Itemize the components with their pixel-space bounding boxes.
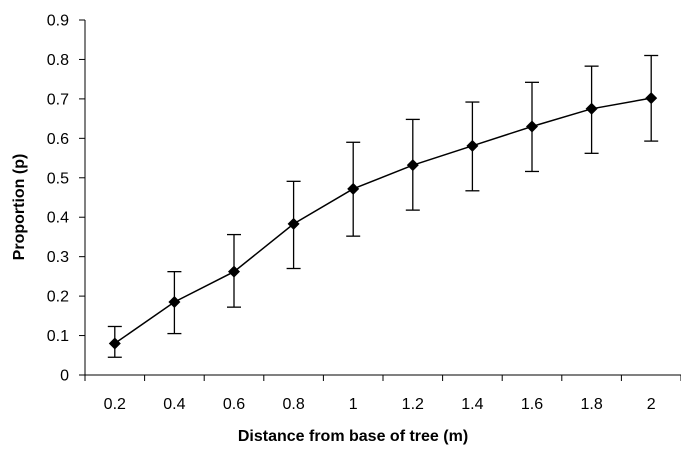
y-tick-label: 0.4 (47, 210, 69, 227)
data-point (645, 92, 658, 105)
x-tick-label: 1.4 (461, 396, 483, 413)
x-tick-label: 1 (349, 396, 358, 413)
y-tick-label: 0.3 (47, 249, 69, 266)
plot-area: 00.10.20.30.40.50.60.70.80.9 0.2 0.4 0.6 0.… (47, 13, 681, 413)
y-tick-label: 0.9 (47, 13, 69, 30)
data-markers (108, 92, 658, 350)
data-point (228, 265, 240, 278)
y-tick-label: 0.8 (47, 52, 69, 69)
y-tick-label: 0 (60, 368, 69, 385)
x-tick-label: 0.4 (163, 396, 185, 413)
data-point (585, 102, 598, 115)
y-tick-label: 0.6 (47, 131, 69, 148)
x-tick-label: 1.2 (402, 396, 424, 413)
data-point (287, 217, 300, 230)
x-axis-title: Distance from base of tree (m) (238, 428, 468, 445)
x-tick-label: 2 (647, 396, 656, 413)
data-point (466, 139, 479, 152)
y-axis-title: Proportion (p) (11, 154, 28, 261)
x-tick-label: 1.8 (580, 396, 602, 413)
y-tick-label: 0.2 (47, 289, 69, 306)
y-tick-label: 0.1 (47, 328, 69, 345)
y-axis-ticks: 0 0.1 0.2 0.3 0.4 0.5 0.6 0.7 0.8 0.9 (47, 13, 85, 385)
series-line (114, 97, 652, 345)
y-tick-label: 0.5 (47, 170, 69, 187)
data-point (108, 337, 121, 350)
x-tick-label: 0.6 (223, 396, 245, 413)
y-tick-label: 0.7 (47, 91, 69, 108)
x-tick-label: 0.8 (282, 396, 304, 413)
x-axis-ticks: 0.2 0.4 0.6 0.8 1 1.2 1.4 1.6 1.8 2 (84, 375, 681, 413)
data-point (168, 296, 181, 309)
data-point (526, 120, 538, 133)
x-tick-label: 1.6 (521, 396, 543, 413)
data-point (406, 159, 419, 172)
x-tick-label: 0.2 (104, 396, 126, 413)
data-point (347, 182, 360, 195)
error-bars (107, 54, 659, 358)
